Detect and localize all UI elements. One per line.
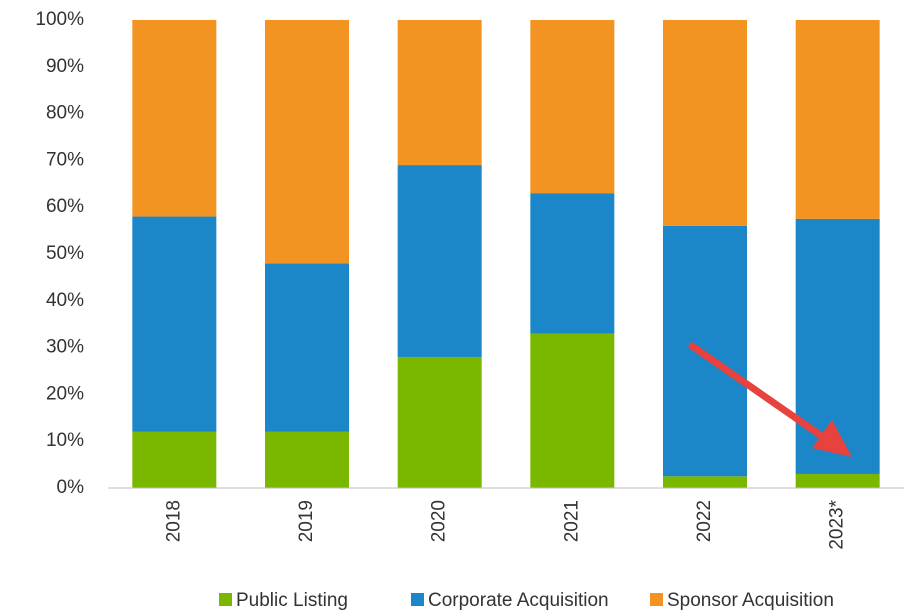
y-tick-label: 90% xyxy=(46,56,84,77)
bar-segment xyxy=(663,20,747,226)
y-tick-label: 10% xyxy=(46,430,84,451)
bar-segment xyxy=(265,263,349,432)
x-tick-label: 2021 xyxy=(561,500,582,542)
bar-segment xyxy=(132,431,217,488)
bar-segment xyxy=(132,216,217,432)
bar-segment xyxy=(265,431,349,488)
y-tick-label: 60% xyxy=(46,196,84,217)
y-tick-label: 40% xyxy=(46,290,84,311)
legend-label: Corporate Acquisition xyxy=(428,590,609,611)
legend-label: Sponsor Acquisition xyxy=(667,590,834,611)
bar-segment xyxy=(132,20,217,217)
x-tick-label: 2022 xyxy=(694,500,715,542)
bar-segment xyxy=(795,20,880,219)
x-tick-label: 2020 xyxy=(429,500,450,542)
y-tick-label: 80% xyxy=(46,103,84,124)
bar-segment xyxy=(397,20,482,166)
y-tick-label: 30% xyxy=(46,337,84,358)
annotation-arrow xyxy=(688,342,852,457)
x-tick-label: 2018 xyxy=(163,500,184,542)
x-tick-label: 2019 xyxy=(296,500,317,542)
bar-segment xyxy=(530,333,615,488)
bar-segment xyxy=(795,473,880,488)
bar-segment xyxy=(530,193,615,334)
bar-segment xyxy=(663,476,747,488)
legend-swatch xyxy=(411,593,424,606)
bar-segment xyxy=(530,20,615,194)
x-tick-label: 2023* xyxy=(827,499,848,549)
legend-swatch xyxy=(219,593,232,606)
y-tick-label: 100% xyxy=(35,9,84,30)
y-tick-label: 0% xyxy=(57,477,85,498)
bar-segment xyxy=(397,356,482,488)
y-tick-label: 70% xyxy=(46,149,84,170)
y-tick-label: 20% xyxy=(46,383,84,404)
bar-segment xyxy=(265,20,349,264)
legend-swatch xyxy=(650,593,663,606)
y-tick-label: 50% xyxy=(46,243,84,264)
legend-label: Public Listing xyxy=(236,590,348,611)
bar-segment xyxy=(397,165,482,357)
